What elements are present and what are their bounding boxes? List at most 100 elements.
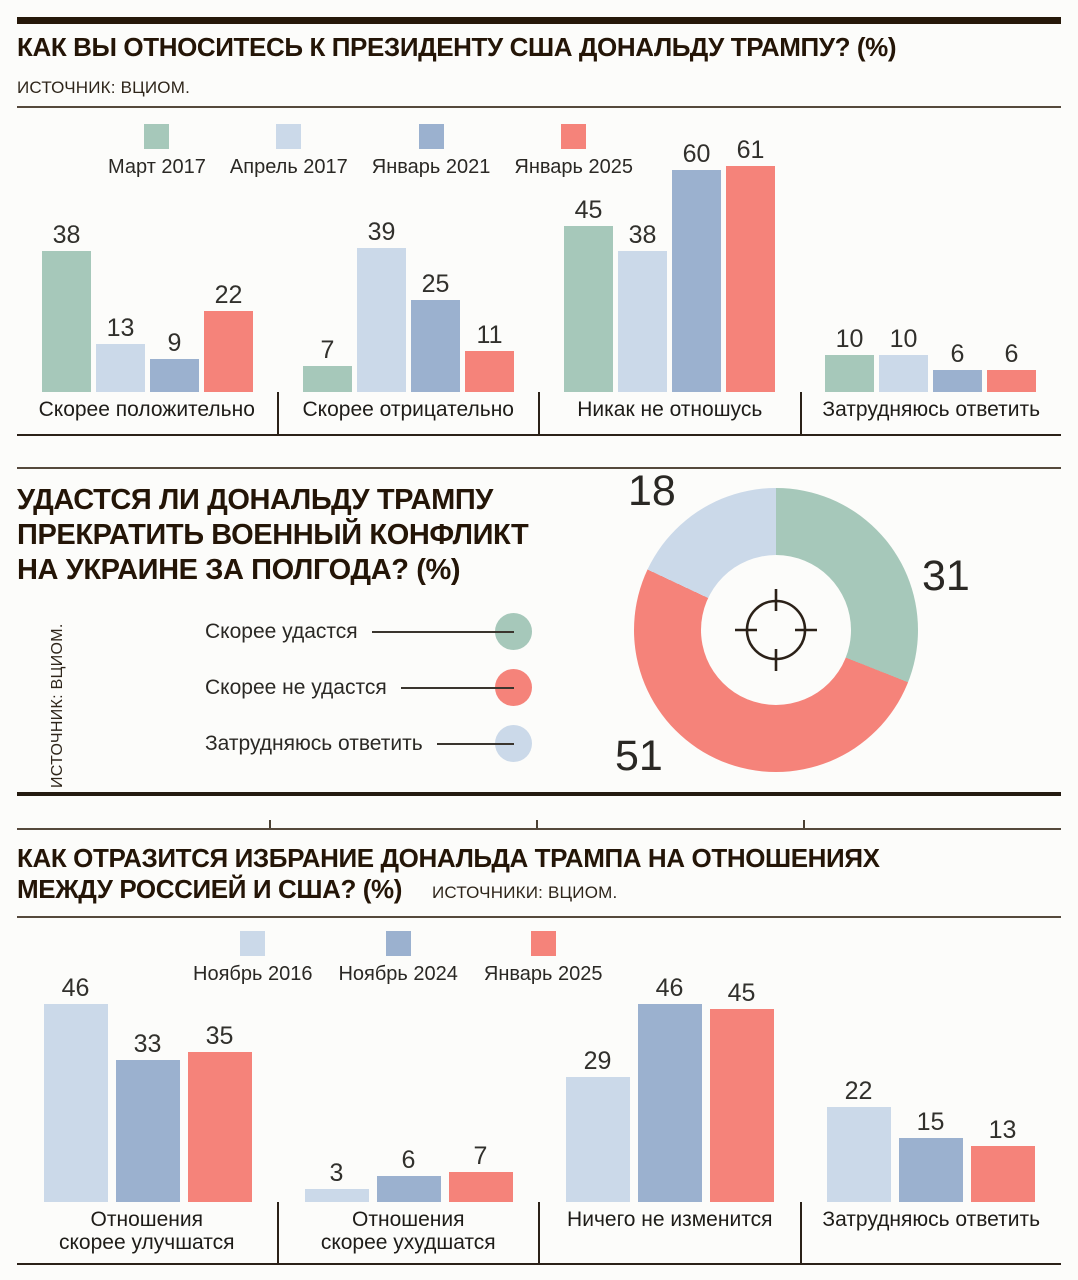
bar-value-label: 46 [655,974,684,1003]
bar-rect [898,1137,963,1202]
legend-item: Январь 2025 [484,931,603,986]
bar-rect [637,1004,702,1202]
legend-item: Ноябрь 2016 [193,931,312,986]
bar: 15 [898,1108,963,1202]
bar-value-label: 35 [205,1021,234,1050]
bar-value-label: 11 [476,321,503,350]
divider-tick [803,820,805,828]
legend-swatch [530,931,556,956]
bar: 60 [672,140,721,392]
bar-rect [970,1146,1035,1202]
legend-leader-line [400,686,514,689]
bar: 13 [970,1116,1035,1202]
category-label-cell: Отношения скорее ухудшатся [279,1202,540,1263]
section3-legend: Ноябрь 2016 Ноябрь 2024 Январь 2025 [193,931,603,986]
section3-title-line1: КАК ОТРАЗИТСЯ ИЗБРАНИЕ ДОНАЛЬДА ТРАМПА Н… [17,843,880,873]
bar-value-label: 60 [682,140,711,168]
donut-legend: Скорее удастся Скорее не удастся Затрудняю… [205,613,532,762]
bar: 9 [150,329,199,392]
legend-label: Январь 2025 [483,963,603,985]
bar-value-label: 10 [835,325,864,353]
bar: 22 [204,281,253,392]
bar: 11 [465,321,514,392]
legend-leader-line [436,742,514,745]
donut-legend-label: Скорее удастся [205,619,358,643]
category-label-cell: Скорее положительно [17,392,279,434]
donut-legend-item: Затрудняюсь ответить [205,725,532,762]
legend-label: Ноябрь 2016 [193,963,313,985]
bar: 25 [411,270,460,392]
bar-rect [825,355,874,392]
category-label: Никак не отношусь [577,398,763,421]
bar: 6 [933,340,982,392]
section2-title: УДАСТСЯ ЛИ ДОНАЛЬДУ ТРАМПУ ПРЕКРАТИТЬ ВО… [17,483,529,588]
bar-rect [411,299,460,392]
category-label-cell: Никак не отношусь [540,392,802,434]
bar: 29 [565,1047,630,1202]
bar-value-label: 6 [1004,339,1019,368]
section3-category-labels: Отношения скорее улучшатся Отношения скор… [17,1202,1061,1265]
legend-swatch [561,124,587,149]
bar: 61 [726,136,775,392]
legend-swatch [385,931,411,956]
bar-rect [709,1008,774,1202]
bar-rect [304,1189,369,1202]
bar: 10 [879,325,928,392]
bar-value-label: 22 [214,280,243,309]
category-label: Затрудняюсь ответить [822,398,1041,421]
bar-group: 22 15 13 [800,962,1061,1202]
bar-rect [43,1004,108,1202]
category-label: Затрудняюсь ответить [822,1208,1041,1231]
divider [17,916,1061,918]
category-label: Отношения скорее улучшатся [58,1208,235,1254]
legend-item: Ноябрь 2024 [338,931,458,986]
bar-rect [465,351,514,392]
bar: 22 [826,1077,891,1202]
donut-legend-label: Затрудняюсь ответить [205,731,423,755]
bar: 7 [303,336,352,392]
bar-value-label: 45 [574,195,603,224]
bar-rect [565,1077,630,1202]
bar-value-label: 10 [889,325,918,353]
bar-value-label: 9 [167,328,182,357]
bar: 46 [43,974,108,1202]
bar-rect [826,1107,891,1202]
bar-group: 38 13 9 22 [17,130,278,392]
donut-value-label: 18 [628,467,676,515]
bar-rect [115,1060,180,1202]
category-label-cell: Отношения скорее улучшатся [17,1202,279,1263]
category-label-cell: Скорее отрицательно [279,392,540,434]
bar-rect [204,310,253,392]
section2-title-line1: УДАСТСЯ ЛИ ДОНАЛЬДУ ТРАМПУ [17,484,493,516]
legend-swatch [276,124,302,149]
bar: 38 [618,221,667,392]
category-label-cell: Затрудняюсь ответить [802,392,1062,434]
legend-label: Январь 2025 [514,156,634,178]
bar-value-label: 13 [106,313,135,342]
bar: 3 [304,1159,369,1202]
section3-title: КАК ОТРАЗИТСЯ ИЗБРАНИЕ ДОНАЛЬДА ТРАМПА Н… [17,843,880,908]
bar-rect [987,369,1036,392]
donut-chart [634,488,918,772]
donut-legend-item: Скорее удастся [205,613,532,650]
legend-label: Март 2017 [108,156,206,178]
section2-title-line2: ПРЕКРАТИТЬ ВОЕННЫЙ КОНФЛИКТ [17,519,529,551]
divider [17,828,1061,830]
category-label-cell: Затрудняюсь ответить [802,1202,1062,1263]
bar-group: 45 38 60 61 [539,130,800,392]
bar-group: 46 33 35 [17,962,278,1202]
section3-bar-chart: 46 33 35 3 6 7 29 46 45 22 15 13 [17,962,1061,1202]
category-label: Скорее отрицательно [302,398,514,421]
section2-bottom-rule [17,792,1061,796]
bar-rect [618,251,667,392]
bar-rect [42,251,91,392]
legend-swatch [144,124,170,149]
bar: 45 [564,195,613,392]
bar-value-label: 61 [736,136,765,165]
bar-rect [376,1176,441,1202]
donut-legend-item: Скорее не удастся [205,669,532,706]
category-label: Скорее положительно [38,398,255,421]
bar-value-label: 33 [133,1030,162,1059]
section1-category-labels: Скорее положительно Скорее отрицательно Ни… [17,392,1061,436]
legend-swatch [418,124,444,149]
